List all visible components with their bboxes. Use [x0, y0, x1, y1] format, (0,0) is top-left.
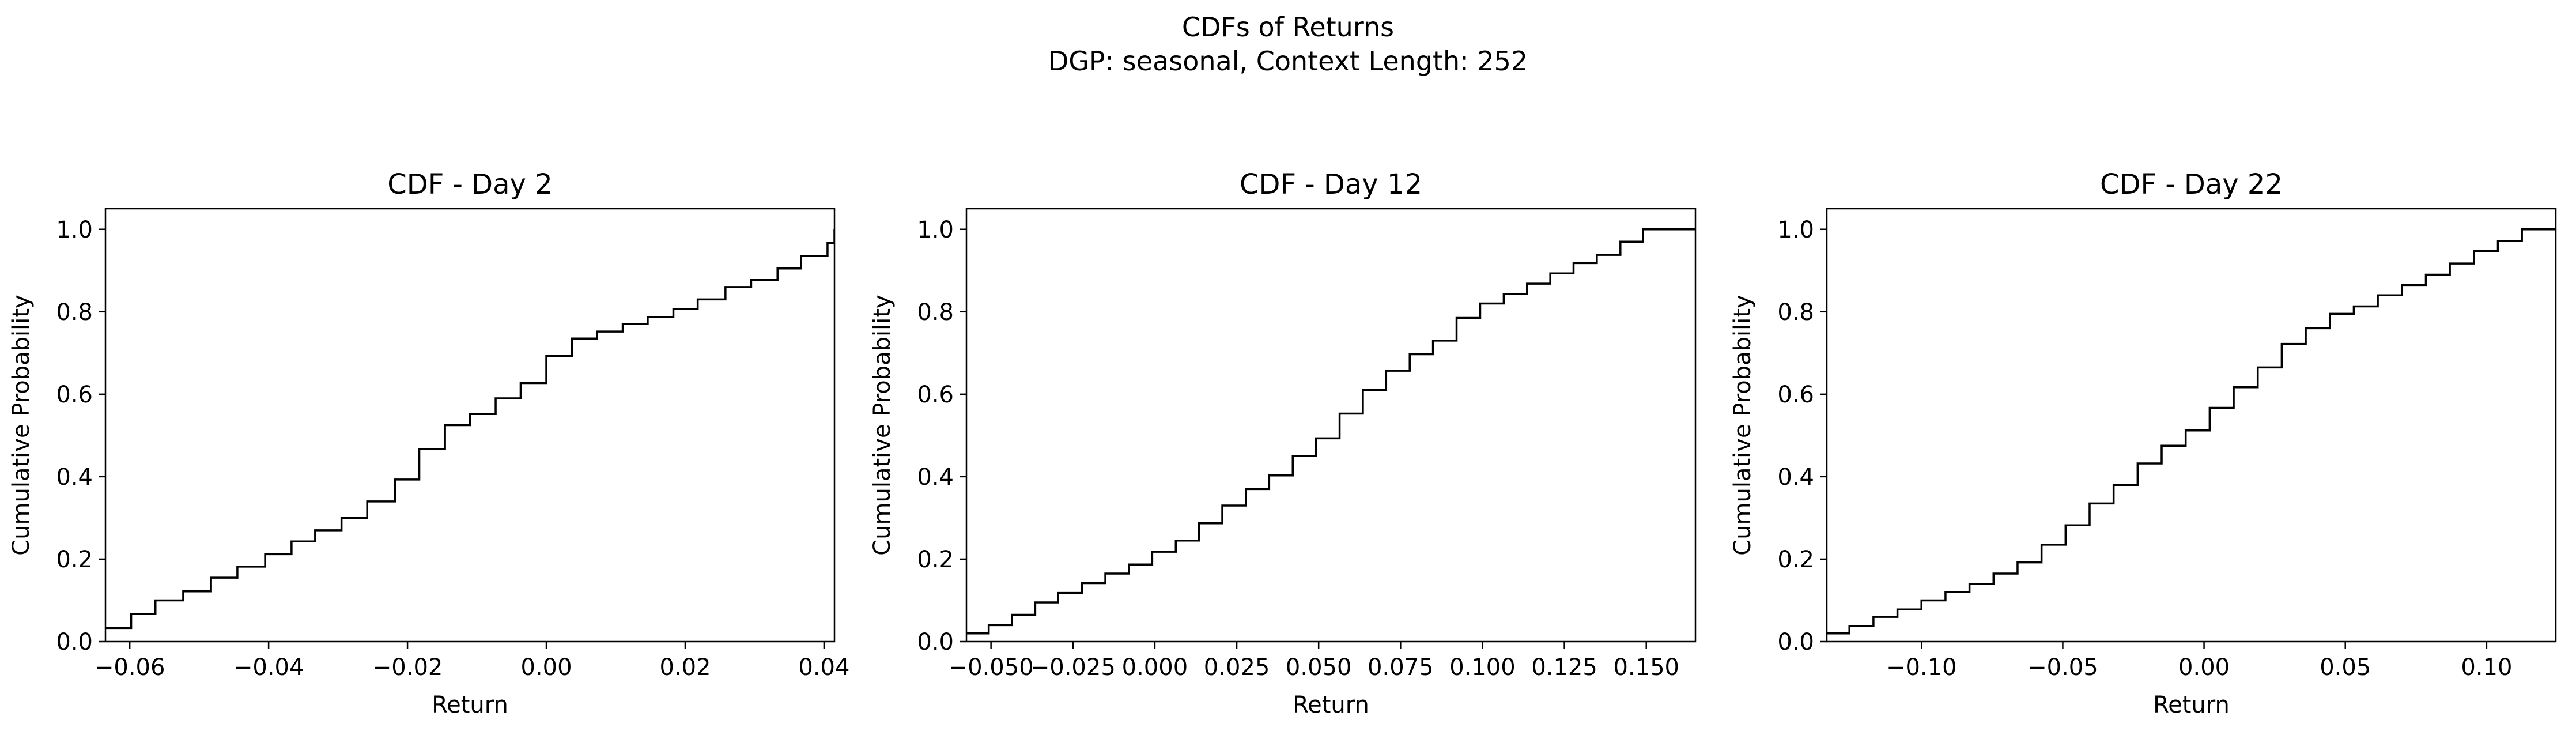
y-tick-label: 0.6: [56, 382, 93, 408]
x-tick-label: 0.125: [1531, 654, 1597, 681]
panel-title: CDF - Day 2: [387, 168, 553, 201]
axes-frame: [1826, 208, 2557, 643]
cdf-panels: −0.06 −0.04 −0.02 0.00 0.02 0.04 0.0 0.2 0.4 0.6 0…: [8, 168, 2557, 718]
panel-title: CDF - Day 22: [2100, 168, 2283, 201]
x-axis-label: Return: [1293, 692, 1369, 718]
x-tick-label: −0.06: [95, 654, 165, 681]
x-tick-label: 0.10: [2461, 654, 2512, 681]
x-tick-label: 0.050: [1286, 654, 1352, 681]
x-tick-label: 0.00: [2178, 654, 2230, 681]
x-tick-label: 0.100: [1449, 654, 1516, 681]
y-axis-label: Cumulative Probability: [1729, 295, 1756, 555]
y-tick-label: 0.2: [56, 546, 93, 573]
cdf-step-line: [966, 228, 1695, 635]
x-tick-label: −0.04: [233, 654, 304, 681]
y-axis-label: Cumulative Probability: [869, 295, 896, 555]
figure-title-line1: CDFs of Returns: [1182, 12, 1394, 43]
panel-title: CDF - Day 12: [1240, 168, 1422, 201]
y-tick-label: 0.0: [917, 629, 954, 655]
cdf-panel-3: −0.10 −0.05 0.00 0.05 0.10 0.0 0.2 0.4 0.6 0.8 1.0…: [1729, 168, 2557, 718]
x-axis-label: Return: [432, 692, 508, 718]
x-tick-label: 0.150: [1613, 654, 1679, 681]
y-tick-label: 1.0: [56, 217, 93, 243]
y-tick-label: 0.2: [1777, 546, 1814, 573]
x-tick-label: 0.04: [798, 654, 849, 681]
x-tick-label: −0.02: [372, 654, 443, 681]
cdf-panel-2: −0.050−0.025 0.000 0.025 0.050 0.075 0.100 0.1…: [869, 168, 1697, 718]
axes-frame: [965, 208, 1697, 643]
y-tick-label: 0.4: [917, 464, 954, 491]
x-tick-label: 0.075: [1368, 654, 1434, 681]
figure-title-line2: DGP: seasonal, Context Length: 252: [1048, 46, 1528, 77]
x-tick-label: −0.05: [2027, 654, 2098, 681]
x-tick-label: −0.025: [1030, 654, 1116, 681]
x-axis-label: Return: [2153, 692, 2230, 718]
x-tick-label: 0.00: [520, 654, 572, 681]
cdf-panel-1: −0.06 −0.04 −0.02 0.00 0.02 0.04 0.0 0.2 0.4 0.6 0…: [8, 168, 849, 718]
x-tick-label: −0.10: [1886, 654, 1957, 681]
y-tick-label: 0.0: [56, 629, 93, 655]
x-tick-label: 0.05: [2320, 654, 2371, 681]
cdf-step-line: [105, 229, 834, 630]
y-tick-label: 0.0: [1777, 629, 1814, 655]
x-tick-label: 0.025: [1204, 654, 1270, 681]
y-tick-label: 0.8: [1777, 299, 1814, 326]
y-tick-label: 1.0: [917, 217, 954, 243]
y-tick-label: 0.8: [917, 299, 954, 326]
cdf-step-line: [1827, 228, 2556, 635]
y-tick-label: 0.2: [917, 546, 954, 573]
axes-frame: [104, 208, 836, 643]
y-tick-label: 0.4: [1777, 464, 1814, 491]
y-tick-label: 0.6: [917, 382, 954, 408]
x-tick-label: 0.02: [659, 654, 711, 681]
x-tick-label: 0.000: [1122, 654, 1188, 681]
y-tick-label: 0.8: [56, 299, 93, 326]
y-tick-label: 0.4: [56, 464, 93, 491]
y-axis-label: Cumulative Probability: [8, 295, 35, 555]
x-tick-label: −0.050: [949, 654, 1034, 681]
y-tick-label: 1.0: [1777, 217, 1814, 243]
y-tick-label: 0.6: [1777, 382, 1814, 408]
